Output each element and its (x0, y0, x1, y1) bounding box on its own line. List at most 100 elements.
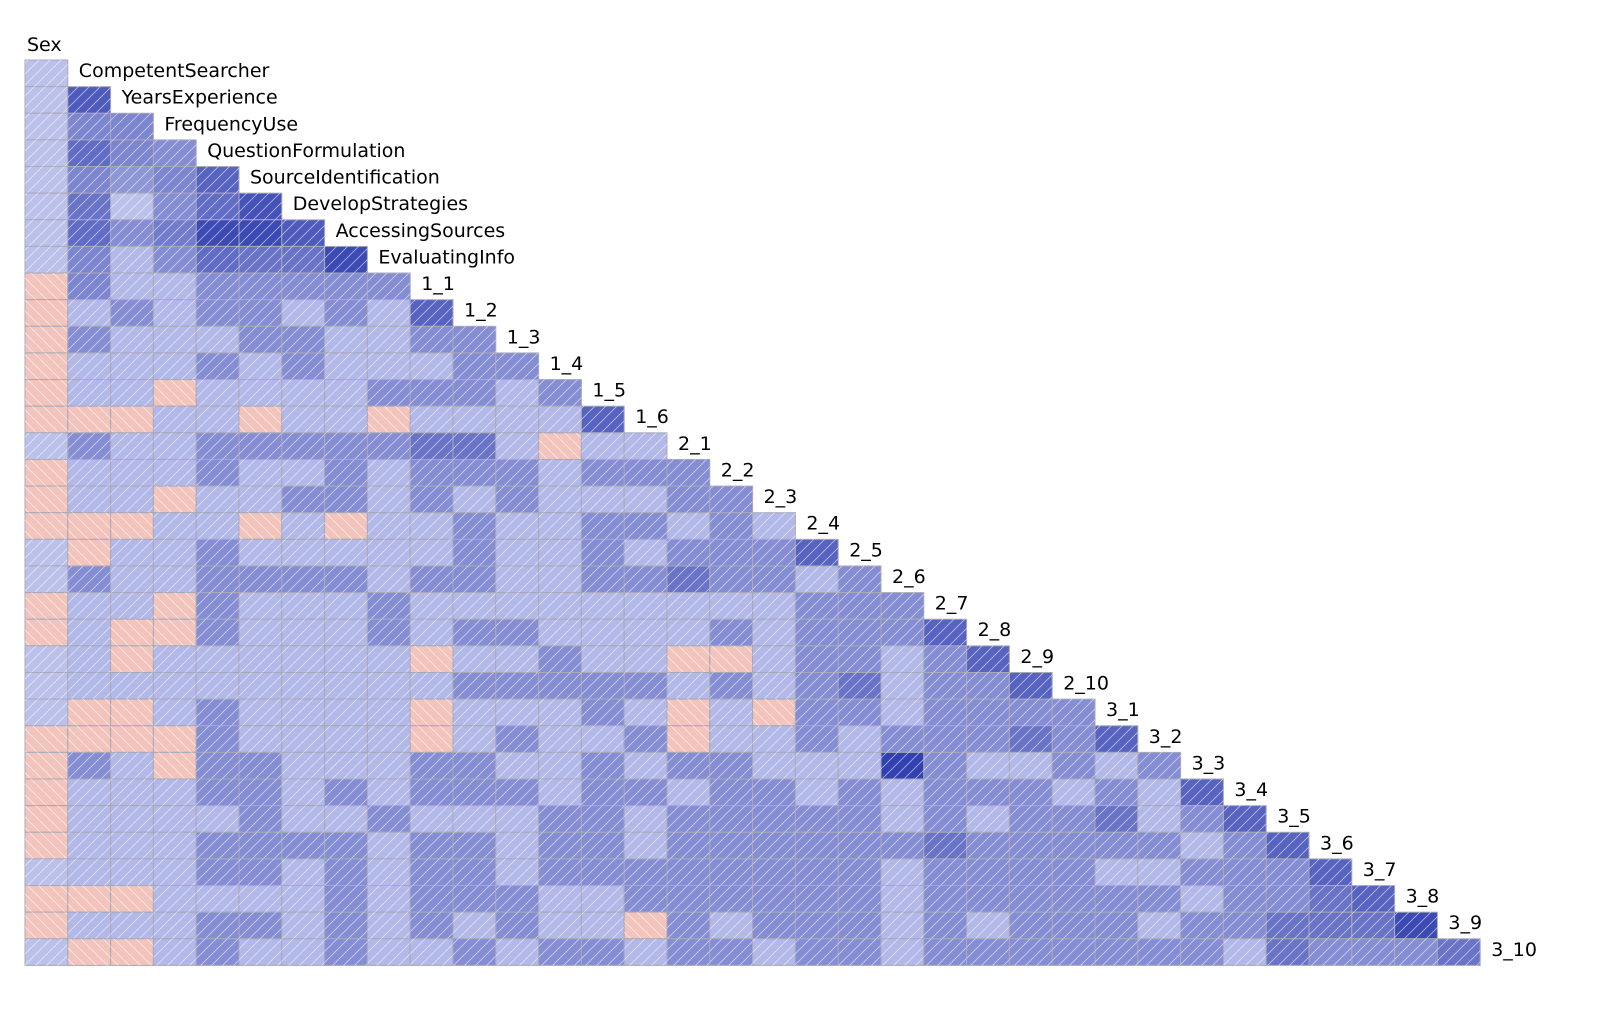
corr-cell-2_8-1_6 (623, 618, 668, 647)
corr-cell-3_8-3_1 (1094, 885, 1139, 913)
corr-cell-1_2-QuestionFormulation (195, 299, 240, 327)
corr-cell-3_9-QuestionFormulation (195, 911, 240, 940)
variable-label-2_7: 2_7 (935, 593, 969, 615)
corr-cell-2_6-2_3 (752, 565, 796, 594)
corr-cell-2_9-1_1 (409, 645, 454, 673)
corr-cell-2_8-FrequencyUse (152, 618, 197, 647)
corr-cell-2_3-2_2 (709, 485, 754, 514)
corr-cell-3_10-2_4 (794, 938, 839, 966)
corr-cell-3_5-CompetentSearcher (67, 805, 112, 833)
corr-cell-1_3-1_1 (409, 325, 454, 354)
corr-cell-2_10-2_3 (752, 671, 796, 700)
corr-cell-3_6-3_5 (1265, 831, 1310, 860)
corr-cell-2_7-2_3 (752, 592, 796, 620)
corr-cell-1_3-1_2 (452, 325, 497, 354)
corr-cell-2_9-1_3 (495, 645, 540, 673)
corr-cell-3_9-FrequencyUse (152, 911, 197, 940)
corr-cell-2_8-1_3 (495, 618, 540, 647)
variable-label-2_4: 2_4 (806, 513, 840, 535)
corr-cell-2_6-1_6 (623, 565, 668, 594)
corr-cell-2_6-2_4 (794, 565, 839, 594)
variable-label-Sex: Sex (27, 34, 62, 56)
corr-cell-3_3-FrequencyUse (152, 751, 197, 780)
corr-cell-2_1-SourceIdentification (238, 432, 283, 460)
corr-cell-2_6-AccessingSources (324, 565, 368, 594)
corr-cell-2_6-2_2 (709, 565, 754, 594)
corr-cell-2_4-2_3 (752, 512, 796, 540)
corr-cell-2_2-1_4 (538, 458, 582, 487)
corr-cell-3_7-1_2 (452, 858, 497, 887)
corr-cell-3_2-1_3 (495, 725, 540, 753)
corr-cell-2_2-Sex (24, 458, 69, 487)
corr-cell-3_7-1_3 (495, 858, 540, 887)
corr-cell-2_10-2_8 (966, 671, 1010, 700)
corr-cell-2_7-QuestionFormulation (195, 592, 240, 620)
corr-cell-3_6-CompetentSearcher (67, 831, 112, 860)
variable-label-2_1: 2_1 (678, 433, 712, 455)
corr-cell-2_5-1_6 (623, 538, 668, 567)
variable-labels: Sex CompetentSearcher YearsExperience Frequ… (27, 34, 1537, 961)
corr-cell-3_3-2_7 (923, 751, 968, 780)
corr-cell-2_8-2_5 (837, 618, 882, 647)
corr-cell-3_1-2_2 (709, 698, 754, 727)
corr-cell-3_8-3_7 (1351, 885, 1396, 913)
corr-cell-1_3-CompetentSearcher (67, 325, 112, 354)
corr-cell-2_3-AccessingSources (324, 485, 368, 514)
corr-cell-2_4-1_4 (538, 512, 582, 540)
corr-cell-3_8-2_4 (794, 885, 839, 913)
corr-cell-2_3-1_3 (495, 485, 540, 514)
corr-cell-3_10-2_1 (666, 938, 711, 966)
corr-cell-2_3-YearsExperience (110, 485, 154, 514)
corr-cell-3_7-DevelopStrategies (281, 858, 326, 887)
corr-cell-2_2-QuestionFormulation (195, 458, 240, 487)
corr-cell-2_3-EvaluatingInfo (366, 485, 411, 514)
corr-cell-3_5-1_6 (623, 805, 668, 833)
corr-cell-3_4-YearsExperience (110, 778, 154, 807)
corr-cell-1_6-FrequencyUse (152, 405, 197, 434)
corr-cell-2_1-YearsExperience (110, 432, 154, 460)
corr-cell-3_6-1_3 (495, 831, 540, 860)
corr-cell-2_6-2_5 (837, 565, 882, 594)
corr-cell-EvaluatingInfo-FrequencyUse (152, 245, 197, 274)
corr-cell-3_9-2_6 (880, 911, 925, 940)
corr-cell-3_4-2_5 (837, 778, 882, 807)
corr-cell-3_4-3_2 (1137, 778, 1182, 807)
corr-cell-3_6-2_6 (880, 831, 925, 860)
corr-cell-3_1-2_3 (752, 698, 796, 727)
corr-cell-3_5-2_6 (880, 805, 925, 833)
corr-cell-YearsExperience-CompetentSearcher (67, 86, 112, 114)
corr-cell-3_7-3_4 (1222, 858, 1267, 887)
variable-label-3_3: 3_3 (1192, 752, 1226, 774)
corr-cell-3_9-YearsExperience (110, 911, 154, 940)
corr-cell-2_4-AccessingSources (324, 512, 368, 540)
corr-cell-3_9-3_8 (1394, 911, 1438, 940)
corr-cell-3_5-2_1 (666, 805, 711, 833)
corr-cell-3_8-3_2 (1137, 885, 1182, 913)
corr-cell-3_5-2_10 (1051, 805, 1096, 833)
corr-cell-2_8-2_3 (752, 618, 796, 647)
corr-cell-3_9-1_4 (538, 911, 582, 940)
corr-cell-3_8-2_5 (837, 885, 882, 913)
corr-cell-3_5-3_1 (1094, 805, 1139, 833)
corr-cell-3_7-1_6 (623, 858, 668, 887)
corr-cell-FrequencyUse-Sex (24, 112, 69, 141)
corr-cell-1_5-1_2 (452, 379, 497, 407)
corr-cell-3_4-FrequencyUse (152, 778, 197, 807)
corr-cell-2_2-SourceIdentification (238, 458, 283, 487)
corr-cell-3_9-1_1 (409, 911, 454, 940)
corr-cell-3_5-Sex (24, 805, 69, 833)
corr-cell-3_7-2_6 (880, 858, 925, 887)
corr-cell-3_2-2_4 (794, 725, 839, 753)
corr-cell-2_2-1_5 (580, 458, 625, 487)
corr-cell-1_4-QuestionFormulation (195, 352, 240, 381)
corr-cell-3_8-FrequencyUse (152, 885, 197, 913)
corr-cell-1_6-1_2 (452, 405, 497, 434)
variable-label-1_6: 1_6 (635, 406, 669, 428)
corr-cell-3_10-3_2 (1137, 938, 1182, 966)
corr-cell-2_6-2_1 (666, 565, 711, 594)
corr-cell-3_5-2_3 (752, 805, 796, 833)
corr-cell-3_4-QuestionFormulation (195, 778, 240, 807)
corr-cell-3_4-3_1 (1094, 778, 1139, 807)
corr-cell-3_9-2_8 (966, 911, 1010, 940)
corr-cell-3_7-2_8 (966, 858, 1010, 887)
